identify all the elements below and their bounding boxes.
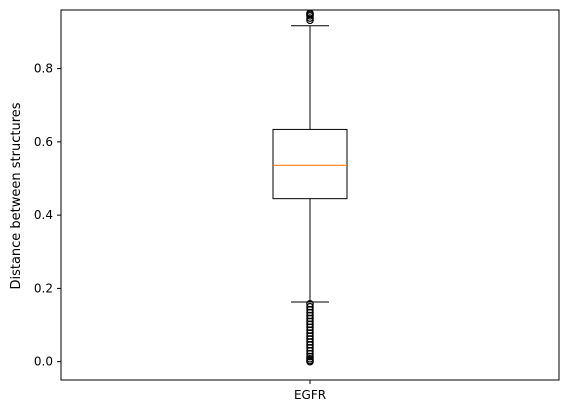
y-tick-label: 0.4 — [34, 208, 53, 222]
axes-layer: EGFR 0.0 0.2 0.4 0.6 0.8 — [34, 9, 560, 402]
outlier-point — [306, 352, 314, 361]
outlier-point — [306, 357, 314, 366]
box-iqr — [272, 128, 348, 200]
y-axis-label: Distance between structures — [9, 102, 24, 289]
y-tick-label: 0.6 — [34, 135, 53, 149]
y-tick-label: 0.8 — [34, 62, 53, 76]
y-tick-label: 0.0 — [34, 355, 53, 369]
outlier-point — [306, 14, 314, 22]
x-tick-label: EGFR — [294, 388, 326, 402]
plot-area — [272, 9, 348, 366]
axes-frame — [60, 9, 560, 381]
y-tick-label: 0.2 — [34, 281, 53, 295]
